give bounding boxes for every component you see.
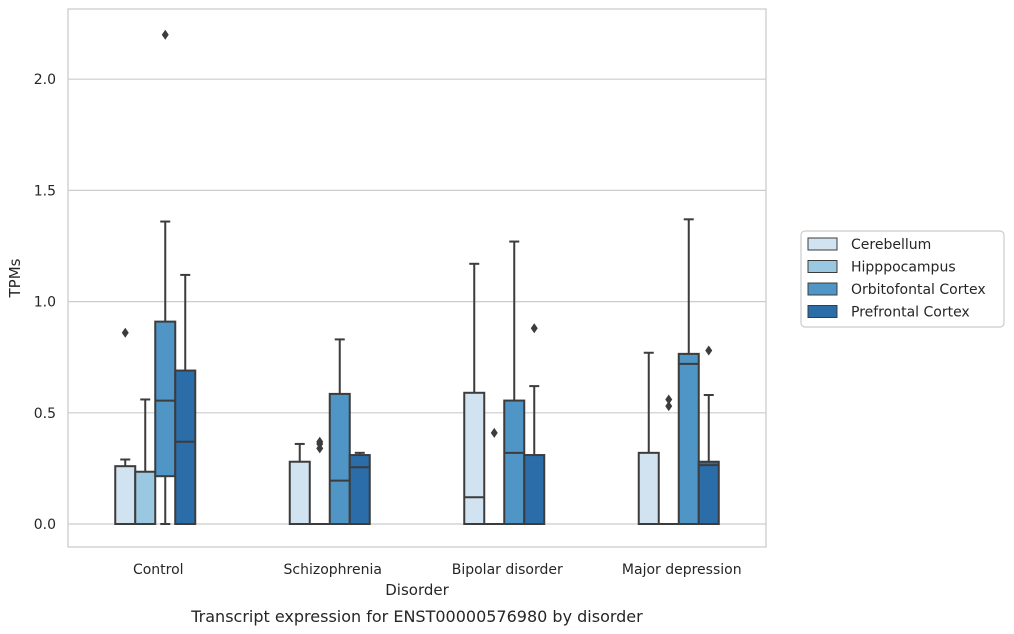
box-cerebellum — [637, 351, 660, 525]
legend-swatch — [807, 305, 838, 318]
box-body — [348, 454, 371, 525]
box-body — [134, 470, 157, 525]
box-body — [697, 460, 720, 525]
box-prefrontal-cortex — [348, 451, 371, 525]
x-tick-label: Schizophrenia — [284, 562, 382, 578]
box-body — [154, 320, 177, 478]
y-axis-ticks: 0.0 0.5 1.0 1.5 2.0 — [34, 72, 56, 533]
box-body — [677, 352, 700, 526]
outlier-point — [705, 345, 713, 356]
box-body — [174, 369, 197, 525]
box-body — [637, 451, 660, 525]
y-tick-label: 1.5 — [34, 183, 56, 199]
x-tick-label: Major depression — [622, 562, 742, 578]
legend-label: Orbitofontal Cortex — [851, 282, 986, 298]
box-cerebellum — [288, 442, 311, 525]
box-hipppocampus — [309, 436, 330, 525]
box-orbitofontal-cortex — [154, 29, 177, 525]
box-body — [114, 465, 137, 525]
chart-caption: Transcript expression for ENST0000057698… — [190, 607, 643, 626]
box-cerebellum — [114, 327, 137, 525]
x-tick-label: Bipolar disorder — [452, 562, 563, 578]
box-orbitofontal-cortex — [328, 338, 351, 525]
y-tick-label: 0.5 — [34, 406, 56, 422]
box-body — [328, 392, 351, 525]
x-tick-label: Control — [133, 562, 184, 578]
outlier-point — [530, 323, 538, 334]
box-hipppocampus — [658, 394, 679, 525]
legend-swatch — [807, 260, 838, 273]
box-hipppocampus — [484, 427, 505, 525]
box-body — [503, 399, 526, 525]
outlier-point — [665, 401, 673, 412]
box-body — [463, 391, 486, 525]
x-axis-label: Disorder — [385, 581, 449, 599]
y-tick-label: 2.0 — [34, 72, 56, 88]
legend-label: Hipppocampus — [851, 260, 956, 276]
box-plots — [114, 29, 720, 526]
box-hipppocampus — [134, 398, 157, 525]
box-cerebellum — [463, 262, 486, 525]
y-axis-label: TPMs — [6, 258, 24, 298]
box-body — [523, 454, 546, 525]
legend: Cerebellum Hipppocampus Orbitofontal Corte… — [800, 230, 1005, 328]
outlier-point — [121, 327, 129, 338]
legend-label: Cerebellum — [851, 237, 931, 253]
outlier-point — [316, 436, 324, 447]
outlier-point — [490, 427, 498, 438]
y-tick-label: 0.0 — [34, 517, 56, 533]
box-orbitofontal-cortex — [503, 240, 526, 525]
box-prefrontal-cortex — [523, 323, 546, 525]
outlier-point — [665, 394, 673, 405]
legend-swatch — [807, 282, 838, 296]
box-prefrontal-cortex — [697, 345, 720, 525]
plot-frame — [67, 8, 767, 548]
legend-frame — [800, 230, 1005, 328]
box-orbitofontal-cortex — [677, 218, 700, 526]
legend-swatch — [807, 237, 838, 251]
legend-label: Prefrontal Cortex — [851, 305, 970, 321]
y-tick-label: 1.0 — [34, 295, 56, 311]
x-axis-ticks: Control Schizophrenia Bipolar disorder Majo… — [133, 562, 742, 578]
box-prefrontal-cortex — [174, 273, 197, 525]
box-body — [288, 460, 311, 525]
outlier-point — [161, 29, 169, 40]
